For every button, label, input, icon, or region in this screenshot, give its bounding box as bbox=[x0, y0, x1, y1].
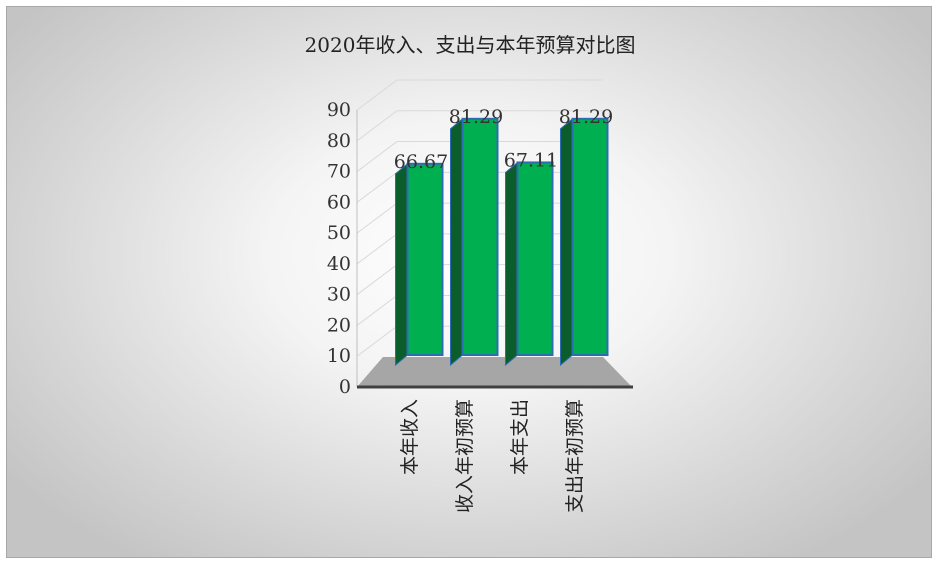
y-tick-label: 10 bbox=[327, 345, 351, 367]
floor bbox=[357, 357, 632, 387]
gridline bbox=[356, 79, 603, 111]
bar-side bbox=[450, 117, 463, 367]
x-tick-label: 本年收入 bbox=[399, 399, 421, 475]
bar-side bbox=[395, 162, 408, 367]
y-tick-label: 90 bbox=[327, 99, 351, 121]
x-tick-label: 支出年初预算 bbox=[564, 399, 586, 513]
gridline bbox=[356, 141, 603, 172]
x-tick-label: 本年支出 bbox=[509, 399, 531, 475]
y-tick-label: 0 bbox=[339, 376, 351, 398]
y-tick-label: 80 bbox=[327, 130, 351, 152]
gridline bbox=[356, 110, 603, 142]
bar bbox=[461, 117, 499, 356]
chart-frame: 2020年收入、支出与本年预算对比图 0 10 20 30 40 50 60 70 80 90 66… bbox=[6, 6, 932, 558]
y-tick-label: 70 bbox=[327, 161, 351, 183]
data-label: 67.11 bbox=[504, 149, 558, 171]
chart-title: 2020年收入、支出与本年预算对比图 bbox=[304, 33, 636, 57]
x-tick-label: 收入年初预算 bbox=[454, 399, 476, 513]
y-tick-label: 30 bbox=[327, 284, 351, 306]
y-tick-label: 50 bbox=[327, 222, 351, 244]
bar-side bbox=[560, 117, 573, 367]
y-tick-label: 20 bbox=[327, 314, 351, 336]
data-label: 81.29 bbox=[449, 106, 503, 128]
y-tick-label: 60 bbox=[327, 191, 351, 213]
bar bbox=[516, 161, 554, 356]
bar bbox=[406, 162, 444, 356]
data-label: 81.29 bbox=[559, 106, 613, 128]
bar bbox=[571, 117, 609, 356]
y-tick-label: 40 bbox=[327, 253, 351, 275]
data-label: 66.67 bbox=[394, 151, 448, 173]
bar-side bbox=[505, 161, 518, 367]
